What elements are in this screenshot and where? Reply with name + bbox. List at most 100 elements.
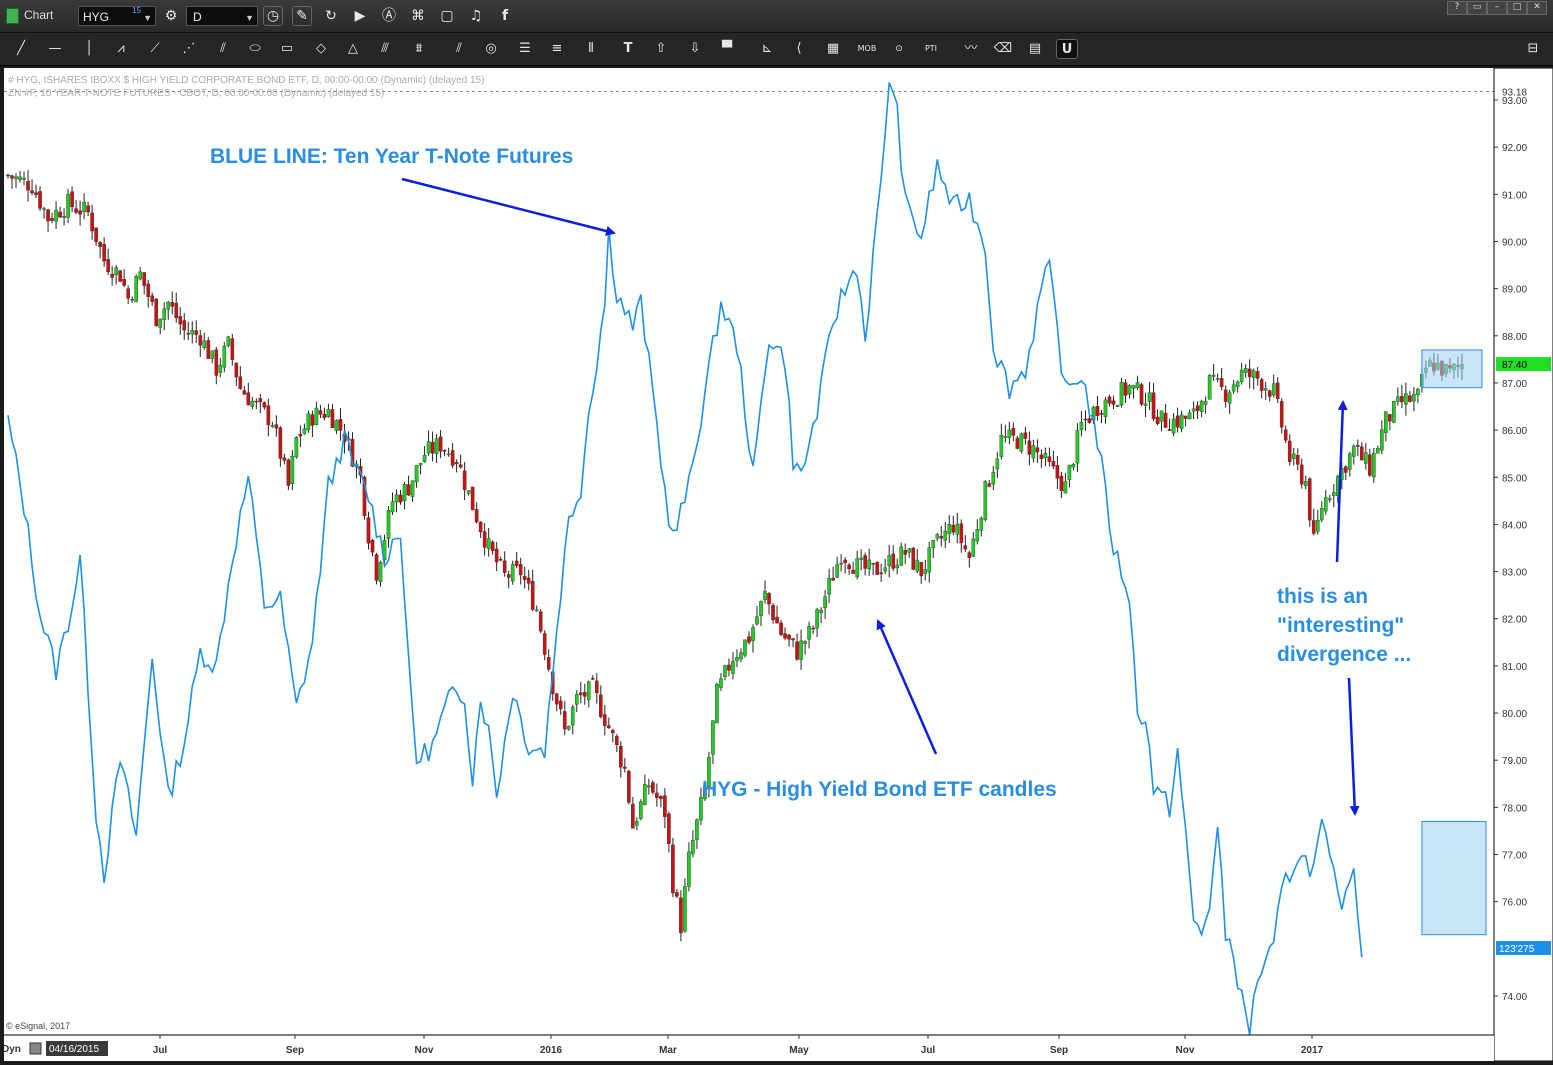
hyg-candle — [1067, 464, 1072, 488]
td-icon[interactable]: ⊙ — [895, 44, 903, 54]
link-icon[interactable]: ↻ — [325, 8, 337, 24]
hyg-candle — [322, 407, 327, 421]
candle-body — [751, 627, 755, 642]
speed-lines-icon[interactable]: ⫽ — [220, 41, 226, 56]
candle-body — [338, 419, 343, 431]
candle-body — [574, 694, 579, 705]
cycle-icon[interactable]: 〰 — [964, 41, 978, 56]
cursor-icon[interactable]: ▤ — [1028, 41, 1042, 56]
hyg-candle — [635, 817, 639, 831]
candle-body — [490, 541, 495, 551]
candle-body — [919, 561, 924, 577]
chevron-down-icon[interactable]: ▼ — [245, 13, 254, 23]
symbol-input[interactable]: HYG 15 ▼ — [78, 6, 156, 26]
hyg-candle — [1275, 377, 1280, 404]
hyg-candle — [1303, 475, 1308, 490]
fib-retrace-icon[interactable]: ☰ — [519, 41, 531, 56]
restore-icon[interactable]: ▭ — [1467, 1, 1487, 15]
hyg-candle — [582, 683, 587, 705]
interval-input[interactable]: D ▼ — [186, 6, 258, 26]
candle-body — [787, 634, 791, 640]
candle-body — [94, 227, 98, 242]
hyg-candle — [406, 475, 411, 496]
fib-extension-icon[interactable]: ≡ — [551, 41, 563, 56]
hyg-candle — [763, 580, 767, 604]
mob-icon[interactable]: MOB — [857, 44, 877, 53]
candle-body — [1223, 389, 1228, 402]
parallel-channel-icon[interactable]: ⫻ — [381, 41, 389, 56]
hyg-candle — [70, 186, 74, 213]
candle-body — [1095, 406, 1100, 416]
regression-icon[interactable]: ⩩ — [415, 41, 423, 56]
zigzag-icon[interactable]: ⩘ — [117, 41, 125, 56]
settings-icon[interactable]: ⊟ — [1527, 41, 1539, 56]
twitter-icon[interactable]: ♫ — [469, 8, 483, 24]
line-tool-icon[interactable]: ╱ — [17, 41, 25, 56]
eraser-icon[interactable]: ⌫ — [993, 41, 1013, 56]
candle-body — [82, 202, 86, 212]
candle-body — [1135, 382, 1140, 389]
refresh-icon[interactable]: ◷ — [263, 6, 283, 26]
maximize-icon[interactable]: □ — [1507, 1, 1527, 15]
facebook-icon[interactable]: f — [501, 8, 509, 24]
hyg-candle — [46, 208, 50, 232]
chart-area[interactable]: # HYG, ISHARES IBOXX $ HIGH YIELD CORPOR… — [2, 67, 1553, 1062]
chevron-down-icon[interactable]: ▼ — [143, 13, 152, 23]
candle-body — [1331, 492, 1336, 496]
hyg-candle — [206, 336, 211, 359]
pencil-icon[interactable]: ✎ — [292, 6, 312, 26]
arrow-up-icon[interactable]: ⇧ — [655, 41, 667, 56]
hyg-candle — [699, 787, 703, 826]
candle-body — [258, 398, 263, 403]
horizontal-line-icon[interactable]: — — [48, 41, 62, 56]
play-icon[interactable]: ▶ — [354, 8, 366, 24]
hyg-candle — [627, 769, 631, 805]
candle-body — [18, 176, 22, 180]
magnet-icon[interactable]: U — [1056, 39, 1078, 59]
hyg-candle — [775, 605, 779, 624]
hyg-candle — [603, 704, 607, 736]
candle-body — [1163, 412, 1168, 428]
candle-body — [1007, 429, 1012, 438]
ellipse-icon[interactable]: ⬭ — [249, 41, 261, 56]
settings-icon[interactable]: ⚙ — [164, 8, 178, 24]
price-axis[interactable] — [1493, 67, 1553, 1062]
close-icon[interactable]: ✕ — [1527, 1, 1547, 15]
text-tool-icon[interactable]: T — [623, 41, 633, 56]
fan-icon[interactable]: ⋰ — [182, 41, 196, 56]
grid-icon[interactable]: ▦ — [826, 41, 840, 56]
triangle-icon[interactable]: △ — [348, 41, 358, 56]
candle-body — [863, 555, 867, 569]
minimize-icon[interactable]: – — [1487, 1, 1507, 15]
pitchfork-icon[interactable]: ⟋ — [150, 41, 160, 56]
link-icon[interactable] — [29, 1042, 42, 1055]
price-chart[interactable]: # HYG, ISHARES IBOXX $ HIGH YIELD CORPOR… — [2, 67, 1553, 1062]
text-a-icon[interactable]: Ⓐ — [382, 8, 396, 24]
tag-icon[interactable]: ⌘ — [411, 8, 425, 24]
vertical-line-icon[interactable]: │ — [85, 41, 93, 56]
hyg-candle — [891, 545, 895, 572]
candle-body — [979, 517, 984, 531]
gann-icon[interactable]: ⊾ — [761, 41, 773, 56]
candle-body — [1348, 453, 1352, 470]
candle-body — [603, 714, 607, 727]
comment-icon[interactable]: ▢ — [440, 8, 454, 24]
time-axis[interactable] — [4, 1035, 1494, 1061]
candle-body — [582, 692, 587, 697]
pti-icon[interactable]: PTI — [924, 44, 938, 53]
fill-icon[interactable]: ▀ — [722, 41, 732, 56]
vertical-bars-icon[interactable]: ⦀ — [588, 41, 594, 56]
hyg-candle — [426, 430, 431, 456]
rectangle-icon[interactable]: ▭ — [280, 41, 294, 56]
trend-angle-icon[interactable]: ⟨ — [796, 41, 802, 56]
arrow-down-icon[interactable]: ⇩ — [689, 41, 701, 56]
candle-body — [390, 501, 395, 513]
candle-body — [318, 410, 323, 415]
hyg-candle — [811, 625, 815, 635]
help-icon[interactable]: ? — [1447, 1, 1467, 15]
circles-icon[interactable]: ◎ — [485, 41, 497, 56]
hyg-candle — [530, 569, 535, 611]
hyg-candle — [298, 425, 303, 448]
diamond-icon[interactable]: ◇ — [316, 41, 326, 56]
double-line-icon[interactable]: ⫽ — [456, 41, 462, 56]
